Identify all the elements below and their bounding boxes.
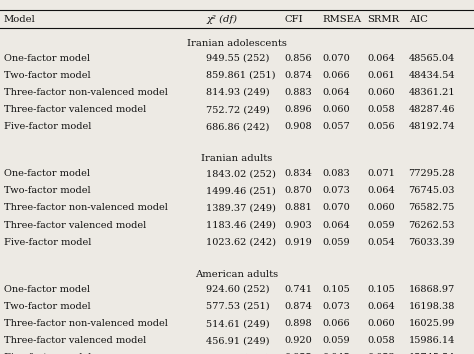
Text: 1023.62 (242): 1023.62 (242) (206, 238, 276, 247)
Text: 1499.46 (251): 1499.46 (251) (206, 186, 276, 195)
Text: 0.083: 0.083 (322, 169, 350, 178)
Text: 924.60 (252): 924.60 (252) (206, 285, 270, 294)
Text: 358.57 (242): 358.57 (242) (206, 353, 270, 354)
Text: Iranian adolescents: Iranian adolescents (187, 39, 287, 48)
Text: 456.91 (249): 456.91 (249) (206, 336, 270, 345)
Text: 15986.14: 15986.14 (409, 336, 455, 345)
Text: 0.741: 0.741 (284, 285, 312, 294)
Text: Model: Model (4, 15, 36, 24)
Text: 15745.54: 15745.54 (409, 353, 455, 354)
Text: 514.61 (249): 514.61 (249) (206, 319, 270, 328)
Text: 0.053: 0.053 (367, 353, 395, 354)
Text: 1389.37 (249): 1389.37 (249) (206, 204, 276, 212)
Text: 0.064: 0.064 (367, 186, 395, 195)
Text: 0.066: 0.066 (322, 319, 350, 328)
Text: 814.93 (249): 814.93 (249) (206, 88, 270, 97)
Text: 0.874: 0.874 (284, 71, 312, 80)
Text: Three-factor valenced model: Three-factor valenced model (4, 221, 146, 230)
Text: 0.908: 0.908 (284, 122, 312, 131)
Text: Two-factor model: Two-factor model (4, 302, 91, 311)
Text: 0.066: 0.066 (322, 71, 350, 80)
Text: 0.060: 0.060 (367, 88, 395, 97)
Text: 0.060: 0.060 (367, 204, 395, 212)
Text: 48192.74: 48192.74 (409, 122, 455, 131)
Text: 16868.97: 16868.97 (409, 285, 455, 294)
Text: 0.064: 0.064 (367, 302, 395, 311)
Text: 1183.46 (249): 1183.46 (249) (206, 221, 276, 230)
Text: 1843.02 (252): 1843.02 (252) (206, 169, 276, 178)
Text: 859.861 (251): 859.861 (251) (206, 71, 276, 80)
Text: 0.064: 0.064 (322, 88, 350, 97)
Text: 0.071: 0.071 (367, 169, 395, 178)
Text: Iranian adults: Iranian adults (201, 154, 273, 163)
Text: 0.059: 0.059 (322, 238, 350, 247)
Text: 0.105: 0.105 (367, 285, 395, 294)
Text: 0.070: 0.070 (322, 204, 350, 212)
Text: 0.874: 0.874 (284, 302, 312, 311)
Text: 0.920: 0.920 (284, 336, 312, 345)
Text: 0.060: 0.060 (367, 319, 395, 328)
Text: 0.955: 0.955 (284, 353, 312, 354)
Text: 76262.53: 76262.53 (409, 221, 455, 230)
Text: 0.856: 0.856 (284, 53, 312, 63)
Text: 0.903: 0.903 (284, 221, 312, 230)
Text: 76745.03: 76745.03 (409, 186, 455, 195)
Text: 0.045: 0.045 (322, 353, 350, 354)
Text: American adults: American adults (195, 270, 279, 279)
Text: One-factor model: One-factor model (4, 169, 90, 178)
Text: 0.054: 0.054 (367, 238, 395, 247)
Text: One-factor model: One-factor model (4, 53, 90, 63)
Text: 16198.38: 16198.38 (409, 302, 455, 311)
Text: Five-factor model: Five-factor model (4, 122, 91, 131)
Text: 48361.21: 48361.21 (409, 88, 455, 97)
Text: 77295.28: 77295.28 (409, 169, 455, 178)
Text: 0.881: 0.881 (284, 204, 312, 212)
Text: 0.057: 0.057 (322, 122, 350, 131)
Text: RMSEA: RMSEA (322, 15, 362, 24)
Text: 0.060: 0.060 (322, 105, 350, 114)
Text: Three-factor non-valenced model: Three-factor non-valenced model (4, 88, 168, 97)
Text: 48565.04: 48565.04 (409, 53, 455, 63)
Text: 0.919: 0.919 (284, 238, 312, 247)
Text: 0.058: 0.058 (367, 336, 395, 345)
Text: 0.883: 0.883 (284, 88, 312, 97)
Text: AIC: AIC (409, 15, 428, 24)
Text: 16025.99: 16025.99 (409, 319, 455, 328)
Text: Three-factor valenced model: Three-factor valenced model (4, 336, 146, 345)
Text: Five-factor model: Five-factor model (4, 238, 91, 247)
Text: Three-factor non-valenced model: Three-factor non-valenced model (4, 204, 168, 212)
Text: χ² (df): χ² (df) (206, 15, 237, 24)
Text: 0.059: 0.059 (322, 336, 350, 345)
Text: 949.55 (252): 949.55 (252) (206, 53, 270, 63)
Text: CFI: CFI (284, 15, 303, 24)
Text: 0.834: 0.834 (284, 169, 312, 178)
Text: 0.064: 0.064 (322, 221, 350, 230)
Text: 0.073: 0.073 (322, 186, 350, 195)
Text: Five-factor model: Five-factor model (4, 353, 91, 354)
Text: Two-factor model: Two-factor model (4, 186, 91, 195)
Text: 0.105: 0.105 (322, 285, 350, 294)
Text: 686.86 (242): 686.86 (242) (206, 122, 270, 131)
Text: SRMR: SRMR (367, 15, 400, 24)
Text: 577.53 (251): 577.53 (251) (206, 302, 270, 311)
Text: 0.064: 0.064 (367, 53, 395, 63)
Text: 0.056: 0.056 (367, 122, 395, 131)
Text: Three-factor non-valenced model: Three-factor non-valenced model (4, 319, 168, 328)
Text: Two-factor model: Two-factor model (4, 71, 91, 80)
Text: 0.870: 0.870 (284, 186, 312, 195)
Text: 0.073: 0.073 (322, 302, 350, 311)
Text: 48434.54: 48434.54 (409, 71, 455, 80)
Text: 752.72 (249): 752.72 (249) (206, 105, 270, 114)
Text: 0.898: 0.898 (284, 319, 312, 328)
Text: 0.058: 0.058 (367, 105, 395, 114)
Text: 48287.46: 48287.46 (409, 105, 455, 114)
Text: 0.061: 0.061 (367, 71, 395, 80)
Text: 0.059: 0.059 (367, 221, 395, 230)
Text: Three-factor valenced model: Three-factor valenced model (4, 105, 146, 114)
Text: 0.070: 0.070 (322, 53, 350, 63)
Text: One-factor model: One-factor model (4, 285, 90, 294)
Text: 0.896: 0.896 (284, 105, 312, 114)
Text: 76582.75: 76582.75 (409, 204, 455, 212)
Text: 76033.39: 76033.39 (409, 238, 455, 247)
